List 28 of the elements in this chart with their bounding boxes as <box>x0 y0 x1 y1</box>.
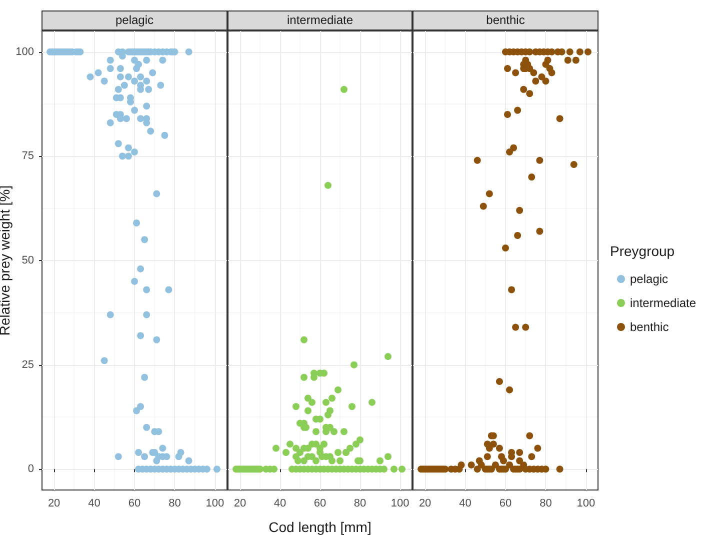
x-tick-label: 20 <box>48 498 60 510</box>
legend-label: intermediate <box>630 296 696 310</box>
x-tick-label: 60 <box>499 498 512 510</box>
chart-title: intermediate <box>286 13 354 27</box>
x-tick-label: 40 <box>274 498 286 510</box>
x-tick-label: 80 <box>540 498 552 510</box>
chart-title: benthic <box>486 13 525 27</box>
x-tick-label: 80 <box>354 498 366 510</box>
x-tick-label: 100 <box>390 498 410 510</box>
x-tick-label: 20 <box>418 498 432 510</box>
x-tick-label: 40 <box>88 498 100 510</box>
y-tick-label: 75 <box>22 150 34 162</box>
legend-title: Preygroup <box>610 243 675 259</box>
x-tick-label: 100 <box>206 498 224 510</box>
x-tick-label: 60 <box>128 498 141 510</box>
y-tick-label: 0 <box>28 463 34 476</box>
x-tick-label: 60 <box>314 498 326 510</box>
x-tick-label: 80 <box>168 498 181 510</box>
chart-title: pelagic <box>115 13 154 27</box>
y-tick-label: 50 <box>22 254 34 266</box>
y-tick-label: 100 <box>16 46 34 58</box>
y-tick-label: 25 <box>22 358 34 371</box>
legend-label: pelagic <box>630 272 668 286</box>
x-axis-title: Cod length [mm] <box>268 519 372 535</box>
x-tick-label: 20 <box>234 498 246 510</box>
x-tick-label: 100 <box>576 498 596 510</box>
x-tick-label: 40 <box>459 498 472 510</box>
legend-label: benthic <box>630 320 669 334</box>
